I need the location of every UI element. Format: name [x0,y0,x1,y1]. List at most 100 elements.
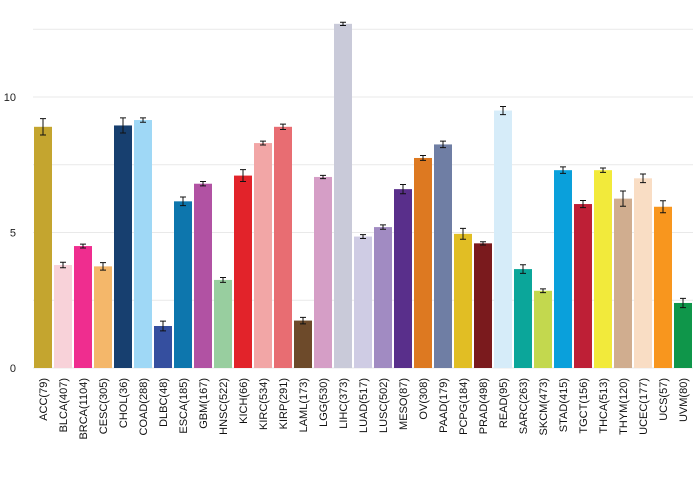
bar [534,290,552,368]
x-axis-labels: ACC(79) BLCA(407) BRCA(1104) CESC(305) CHOL(… [38,378,690,440]
x-tick-label: UVM(80) [678,378,690,422]
error-bar [300,316,306,325]
x-tick-label: PRAD(498) [478,378,490,434]
error-bar [120,117,126,134]
bar [194,183,212,368]
x-tick-label: GBM(167) [198,378,210,429]
error-bar [240,169,246,183]
error-bar [280,123,286,131]
x-tick-label: LGG(530) [318,378,330,427]
error-bar [680,297,686,309]
bar [234,175,252,368]
y-axis-ticks: 0 5 10 [4,92,16,375]
x-tick-label: KICH(66) [238,378,250,424]
error-bar [500,105,506,116]
bar [294,320,312,368]
error-bar [220,276,226,283]
error-bar [200,181,206,187]
x-tick-label: OV(308) [418,378,430,420]
x-tick-label: KIRP(291) [278,378,290,429]
x-tick-label: PCPG(184) [458,378,470,435]
error-bar [320,174,326,180]
error-bar [460,227,466,240]
bar [614,198,632,368]
x-tick-label: LAML(173) [298,378,310,432]
error-bar [400,184,406,195]
error-bar [80,243,86,249]
error-bars [40,21,686,332]
x-tick-label: TGCT(156) [578,378,590,434]
error-bar [520,264,526,274]
bar [514,269,532,368]
x-tick-label: SKCM(473) [538,378,550,435]
bar [634,178,652,368]
error-bar [620,190,626,207]
bar [434,144,452,368]
bar [374,227,392,368]
x-tick-label: DLBC(48) [158,378,170,427]
error-bar [260,140,266,146]
x-tick-label: STAD(415) [558,378,570,432]
error-bar [420,155,426,161]
bar [94,266,112,368]
x-tick-label: LUAD(517) [358,378,370,433]
error-bar [440,140,446,149]
x-tick-label: READ(95) [498,378,510,428]
error-bar [480,241,486,246]
x-tick-label: BRCA(1104) [78,378,90,440]
bar [334,23,352,369]
x-tick-label: THCA(513) [598,378,610,434]
error-bar [40,118,46,136]
x-tick-label: LUSC(502) [378,378,390,433]
y-tick-label: 10 [4,92,16,104]
bar [254,143,272,368]
bar [134,120,152,368]
x-tick-label: UCS(57) [658,378,670,421]
x-tick-label: SARC(263) [518,378,530,434]
bar [34,126,52,368]
error-bar [540,288,546,294]
x-tick-label: BLCA(407) [58,378,70,432]
x-tick-label: COAD(288) [138,378,150,435]
bar [594,170,612,368]
y-tick-label: 5 [10,228,16,240]
bar [414,157,432,368]
x-tick-label: LIHC(373) [338,378,350,429]
error-bar [180,196,186,207]
error-bar [100,262,106,271]
error-bar [160,320,166,332]
x-tick-label: PAAD(179) [438,378,450,433]
y-tick-label: 0 [10,363,16,375]
error-bar [140,117,146,123]
bar [354,236,372,368]
error-bar [560,166,566,174]
bar [114,125,132,368]
x-tick-label: CHOL(36) [118,378,130,428]
bar [674,302,692,368]
bar [174,201,192,368]
x-tick-label: CESC(305) [98,378,110,434]
error-bar [600,167,606,173]
bar [154,325,172,368]
bars [34,23,692,369]
bar [494,110,512,369]
bar [314,176,332,368]
x-tick-label: MESO(87) [398,378,410,430]
bar [454,233,472,368]
error-bar [60,261,66,269]
bar [274,126,292,368]
bar [654,206,672,368]
bar [554,170,572,368]
error-bar [360,234,366,239]
bar [474,243,492,368]
x-tick-label: ACC(79) [38,378,50,421]
x-tick-label: KIRC(534) [258,378,270,430]
error-bar [640,173,646,184]
error-bar [580,200,586,209]
bar [394,189,412,368]
x-tick-label: THYM(120) [618,378,630,435]
bar [74,246,92,368]
error-bar [660,200,666,214]
x-tick-label: UCEC(177) [638,378,650,435]
bar [54,265,72,368]
